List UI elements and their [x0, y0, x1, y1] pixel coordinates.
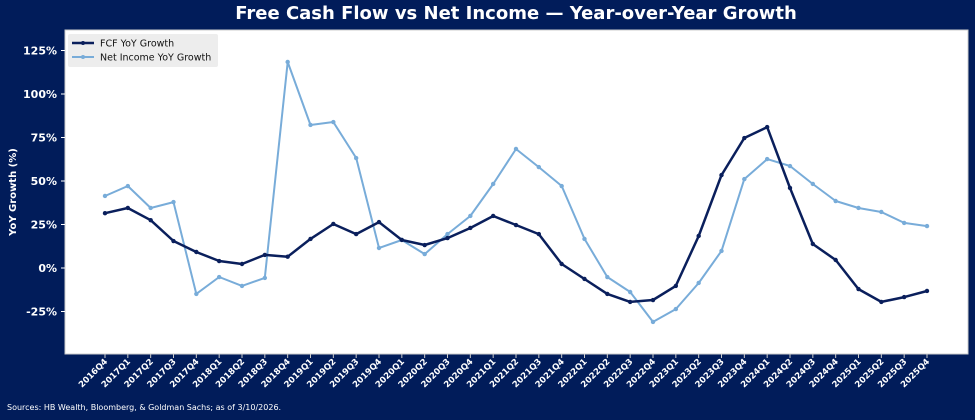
y-tick-label: 50% [31, 175, 57, 188]
legend-box [68, 34, 218, 67]
data-point [605, 291, 610, 297]
data-point [787, 163, 793, 169]
data-point [262, 252, 268, 258]
data-point [308, 122, 313, 128]
data-point [582, 236, 587, 242]
data-point [239, 283, 245, 289]
data-point [194, 291, 199, 297]
data-point [901, 220, 907, 226]
y-axis: -25% 0% 25% 50% 75% 100% 125% [23, 45, 65, 319]
y-tick-label: 100% [23, 88, 57, 101]
data-point [376, 219, 382, 225]
data-point [856, 286, 861, 292]
data-point [833, 198, 838, 204]
y-tick-label: 0% [38, 262, 57, 275]
data-point [102, 193, 108, 199]
data-point [331, 119, 336, 125]
x-axis: 2016Q42017Q12017Q22017Q32017Q42018Q12018… [77, 354, 932, 390]
data-point [536, 164, 542, 170]
data-point [171, 238, 176, 244]
data-point [102, 210, 108, 216]
data-point [627, 299, 633, 305]
data-point [353, 155, 359, 161]
y-tick-label: -25% [26, 306, 57, 319]
data-point [924, 288, 930, 294]
data-point [513, 146, 519, 152]
data-point [559, 261, 564, 267]
y-tick-label: 75% [31, 132, 57, 145]
data-point [559, 183, 564, 189]
data-point [353, 231, 359, 237]
data-point [445, 235, 450, 241]
data-point [148, 217, 153, 223]
data-point [399, 237, 405, 243]
data-point [490, 181, 496, 187]
y-tick-label: 125% [23, 45, 57, 58]
data-point [239, 261, 245, 267]
data-point [331, 221, 336, 227]
data-point [810, 241, 816, 247]
data-point [719, 172, 724, 178]
data-point [673, 283, 679, 289]
data-point [650, 319, 656, 325]
legend-marker [81, 41, 85, 45]
data-point [216, 258, 222, 264]
data-point [696, 233, 701, 239]
legend: FCF YoY Growth Net Income YoY Growth [68, 34, 218, 67]
data-point [125, 205, 131, 211]
data-point [490, 213, 496, 219]
data-point [924, 223, 930, 229]
data-point [445, 231, 450, 237]
y-axis-label: YoY Growth (%) [8, 148, 19, 237]
data-point [536, 231, 542, 237]
data-point [194, 249, 199, 255]
data-point [696, 280, 701, 286]
data-point [764, 156, 770, 162]
data-point [787, 185, 793, 191]
data-point [216, 274, 222, 280]
data-point [879, 299, 884, 305]
data-point [856, 205, 861, 211]
data-point [833, 257, 838, 263]
data-point [582, 276, 587, 282]
series-lines [102, 59, 930, 325]
data-point [810, 181, 816, 187]
data-point [422, 242, 427, 248]
data-point [468, 213, 473, 219]
data-point [148, 205, 153, 211]
data-point [764, 124, 770, 130]
data-point [285, 254, 290, 259]
source-note: Sources: HB Wealth, Bloomberg, & Goldman… [7, 403, 282, 412]
data-point [719, 248, 724, 254]
data-point [742, 135, 747, 141]
data-point [468, 225, 473, 231]
data-point [171, 199, 176, 205]
data-point [605, 274, 610, 280]
data-point [879, 209, 884, 215]
data-point [742, 176, 747, 182]
y-tick-label: 25% [31, 219, 57, 232]
legend-label: FCF YoY Growth [100, 39, 174, 50]
plot-area [64, 29, 969, 355]
data-point [627, 289, 633, 295]
data-point [308, 236, 313, 242]
data-point [650, 297, 656, 303]
legend-label: Net Income YoY Growth [100, 53, 211, 64]
legend-marker [81, 55, 85, 59]
data-point [376, 245, 382, 251]
data-point [422, 251, 427, 257]
data-point [285, 59, 290, 65]
data-point [262, 275, 268, 281]
data-point [673, 306, 679, 312]
chart-title: Free Cash Flow vs Net Income — Year-over… [235, 3, 797, 24]
data-point [901, 294, 907, 300]
data-point [125, 183, 131, 189]
data-point [513, 222, 519, 228]
